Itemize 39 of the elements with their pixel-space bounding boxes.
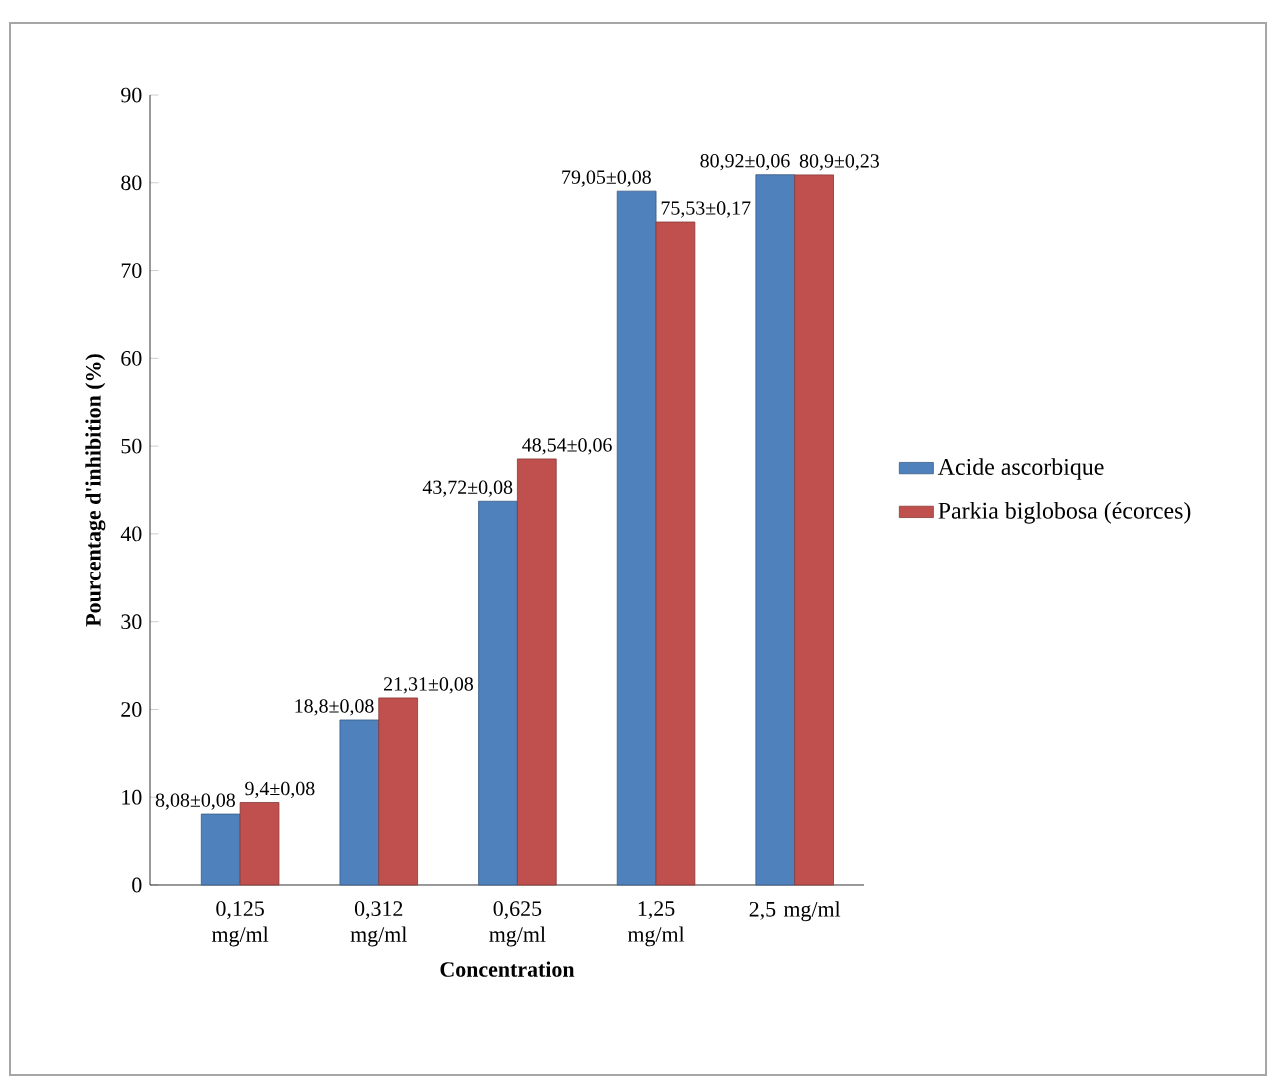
y-tick-label: 30 bbox=[121, 614, 142, 630]
data-label: 21,31±0,08 bbox=[384, 677, 474, 694]
y-tick-label: 0 bbox=[132, 877, 142, 893]
data-label: 80,92±0,06 bbox=[700, 154, 790, 171]
bar bbox=[794, 174, 834, 886]
data-label: 48,54±0,06 bbox=[522, 438, 612, 455]
y-tick-label: 40 bbox=[120, 526, 142, 542]
data-label: 18,8±0,08 bbox=[295, 699, 374, 716]
y-tick-label: 10 bbox=[122, 789, 142, 805]
data-label: 80,9±0,23 bbox=[799, 154, 879, 171]
x-tick-label: 1,25 mg/ml bbox=[627, 901, 685, 947]
bar bbox=[239, 802, 280, 886]
x-tick-label: 0,125 mg/ml bbox=[211, 901, 269, 947]
data-label: 9,4±0,08 bbox=[245, 781, 315, 799]
y-tick-label: 60 bbox=[121, 350, 142, 366]
y-tick-label: 80 bbox=[121, 175, 142, 191]
data-label: 43,72±0,08 bbox=[422, 480, 513, 497]
x-tick-label: 2,5 mg/ml bbox=[749, 901, 841, 922]
x-tick-label: 0,625 mg/ml bbox=[489, 901, 546, 947]
y-tick-label: 90 bbox=[121, 87, 142, 103]
bar bbox=[478, 500, 518, 886]
data-label: 8,08±0,08 bbox=[155, 793, 235, 810]
bar bbox=[517, 458, 557, 886]
bar bbox=[616, 190, 657, 886]
bar bbox=[655, 221, 696, 886]
y-tick-label: 50 bbox=[121, 438, 142, 454]
data-label: 79,05±0,08 bbox=[562, 170, 651, 187]
bar bbox=[755, 174, 796, 886]
bar bbox=[378, 697, 418, 886]
x-axis-title: Concentration bbox=[440, 961, 575, 977]
legend-label: Acide ascorbique bbox=[937, 458, 1104, 480]
y-axis-title: Pourcentage d'inhibition (%) bbox=[85, 354, 106, 627]
bar bbox=[339, 719, 380, 886]
bar bbox=[200, 813, 241, 886]
y-tick-label: 70 bbox=[121, 263, 142, 278]
data-label: 75,53±0,17 bbox=[661, 201, 751, 218]
y-tick-label: 20 bbox=[121, 702, 142, 717]
legend-label: Parkia biglobosa (écorces) bbox=[938, 501, 1191, 524]
x-tick-label: 0,312 mg/ml bbox=[350, 901, 407, 947]
